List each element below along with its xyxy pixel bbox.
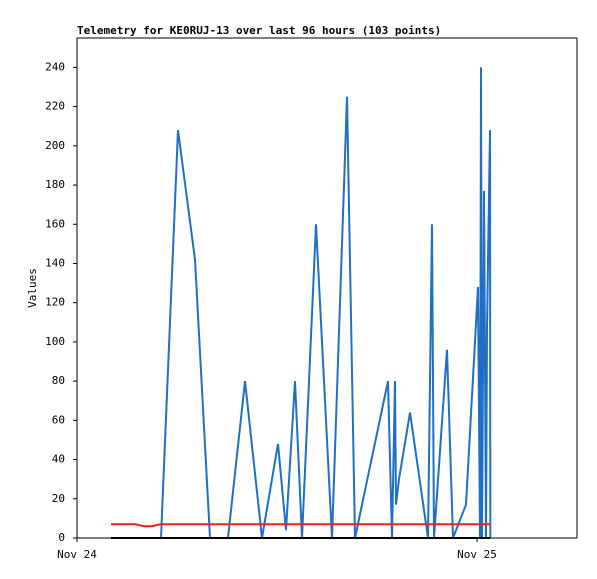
- y-tick-label: 40: [52, 453, 65, 466]
- y-tick-label: 60: [52, 413, 65, 426]
- y-tick-label: 180: [45, 178, 65, 191]
- y-tick-label: 240: [45, 60, 65, 73]
- plot-frame: [76, 37, 578, 539]
- y-tick-label: 100: [45, 335, 65, 348]
- x-tick-label: Nov 24: [57, 548, 97, 561]
- y-tick-label: 0: [58, 531, 65, 544]
- y-tick-label: 20: [52, 492, 65, 505]
- chart-title: Telemetry for KE0RUJ-13 over last 96 hou…: [77, 24, 441, 37]
- y-axis-label: Values: [26, 268, 39, 308]
- data-line: [160, 67, 492, 539]
- y-tick-label: 80: [52, 374, 65, 387]
- x-tick-label: Nov 25: [457, 548, 497, 561]
- y-tick-label: 220: [45, 100, 65, 113]
- y-tick-label: 160: [45, 217, 65, 230]
- y-tick-label: 140: [45, 256, 65, 269]
- y-tick-label: 200: [45, 139, 65, 152]
- data-line: [111, 523, 491, 528]
- y-tick-label: 120: [45, 296, 65, 309]
